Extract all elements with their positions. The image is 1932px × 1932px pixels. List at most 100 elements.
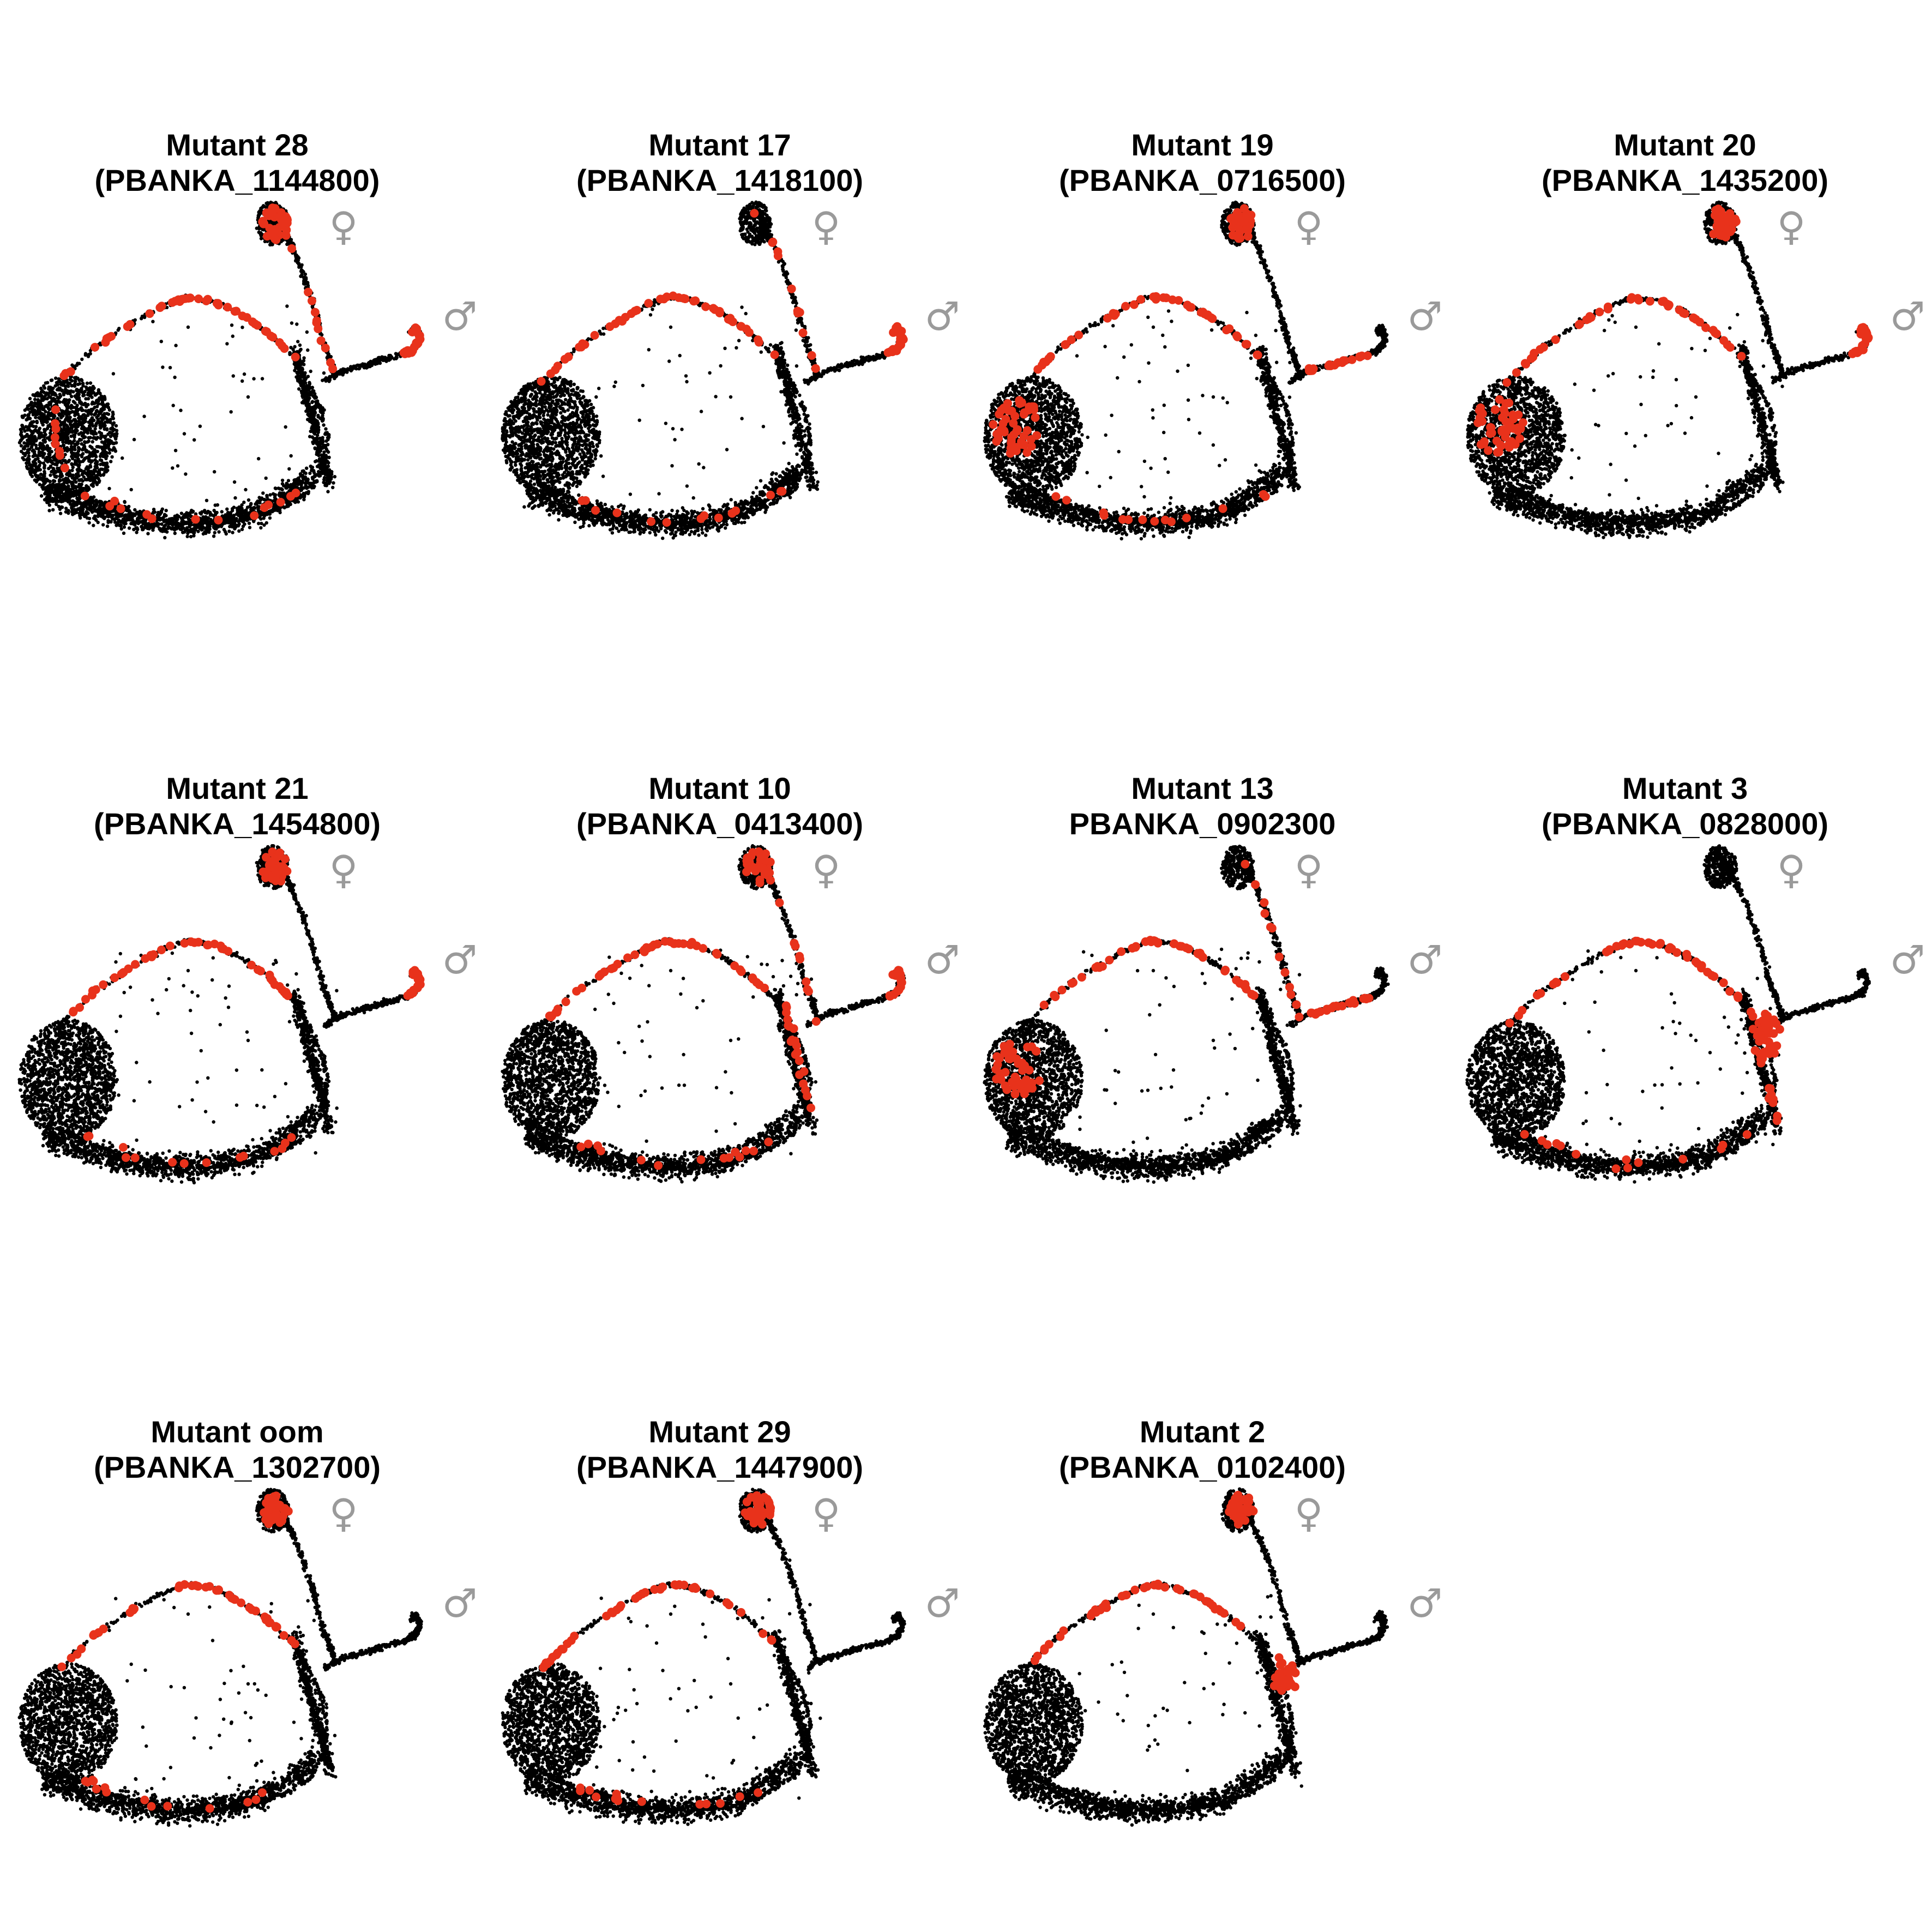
background-point (151, 320, 155, 323)
background-point (326, 473, 330, 477)
background-point (56, 383, 59, 387)
background-point (60, 389, 64, 393)
background-point (74, 423, 77, 427)
background-point (106, 418, 110, 422)
background-point (72, 502, 76, 506)
background-point (308, 384, 311, 388)
background-point (322, 423, 326, 427)
background-point (142, 521, 146, 525)
background-point (311, 477, 315, 481)
background-point (40, 407, 44, 411)
background-point (320, 458, 324, 462)
background-point (79, 486, 82, 491)
background-point (103, 436, 107, 440)
background-point (264, 201, 268, 206)
background-point (80, 455, 84, 459)
background-point (43, 466, 46, 470)
background-point (92, 523, 95, 527)
background-point (71, 513, 75, 516)
background-point (103, 420, 107, 424)
background-point (139, 513, 142, 516)
background-point (97, 477, 100, 480)
background-point (129, 487, 133, 492)
background-point (312, 418, 316, 422)
background-point (47, 417, 51, 421)
background-point (98, 472, 101, 476)
background-point (226, 520, 230, 525)
background-point (119, 527, 123, 531)
background-point (29, 406, 33, 411)
mutant-point (275, 338, 284, 347)
background-point (122, 531, 126, 535)
background-point (88, 444, 92, 448)
background-point (68, 417, 71, 420)
background-point (40, 404, 44, 408)
background-point (91, 470, 95, 474)
background-point (241, 524, 245, 528)
mutant-point (291, 352, 300, 362)
background-point (326, 490, 330, 493)
background-point (296, 258, 300, 262)
background-point (308, 405, 312, 410)
background-point (297, 262, 301, 266)
background-point (315, 437, 319, 441)
background-point (141, 315, 145, 318)
mutant-point (214, 515, 223, 525)
background-point (322, 371, 326, 375)
background-point (66, 381, 70, 385)
background-point (111, 423, 115, 426)
background-point (28, 463, 32, 467)
background-point (387, 354, 391, 358)
background-point (239, 506, 243, 510)
background-point (36, 474, 40, 478)
background-point (224, 513, 228, 517)
background-point (69, 375, 73, 379)
background-point (63, 387, 68, 392)
background-point (231, 374, 235, 378)
background-point (53, 462, 57, 466)
background-point (27, 437, 31, 441)
background-point (259, 237, 263, 240)
mutant-point (277, 215, 286, 225)
background-point (222, 527, 226, 532)
background-point (260, 206, 264, 209)
background-point (207, 520, 210, 524)
background-point (47, 401, 51, 405)
background-point (545, 408, 549, 412)
background-point (89, 498, 93, 502)
background-point (86, 469, 91, 473)
background-point (69, 444, 74, 449)
background-point (113, 520, 117, 524)
background-point (299, 363, 303, 366)
background-point (73, 448, 77, 452)
background-point (316, 429, 321, 432)
background-point (160, 522, 164, 526)
background-point (209, 517, 213, 521)
background-point (41, 423, 45, 427)
background-point (189, 534, 193, 539)
background-point (44, 486, 48, 490)
background-point (243, 516, 247, 521)
background-point (173, 514, 177, 518)
background-point (123, 499, 127, 504)
background-point (237, 522, 241, 526)
background-point (36, 404, 40, 408)
background-point (37, 447, 40, 451)
background-point (29, 402, 33, 406)
mutant-point (145, 309, 154, 318)
background-point (326, 450, 330, 454)
background-point (67, 384, 70, 388)
background-point (71, 483, 75, 487)
background-point (76, 449, 81, 453)
background-point (41, 444, 46, 448)
background-point (245, 511, 249, 515)
background-point (246, 498, 251, 502)
background-point (53, 474, 57, 479)
background-point (64, 507, 68, 510)
background-point (213, 531, 216, 534)
background-point (67, 498, 71, 502)
background-point (21, 436, 25, 440)
background-point (82, 443, 86, 448)
background-point (70, 394, 74, 399)
background-point (31, 463, 35, 467)
